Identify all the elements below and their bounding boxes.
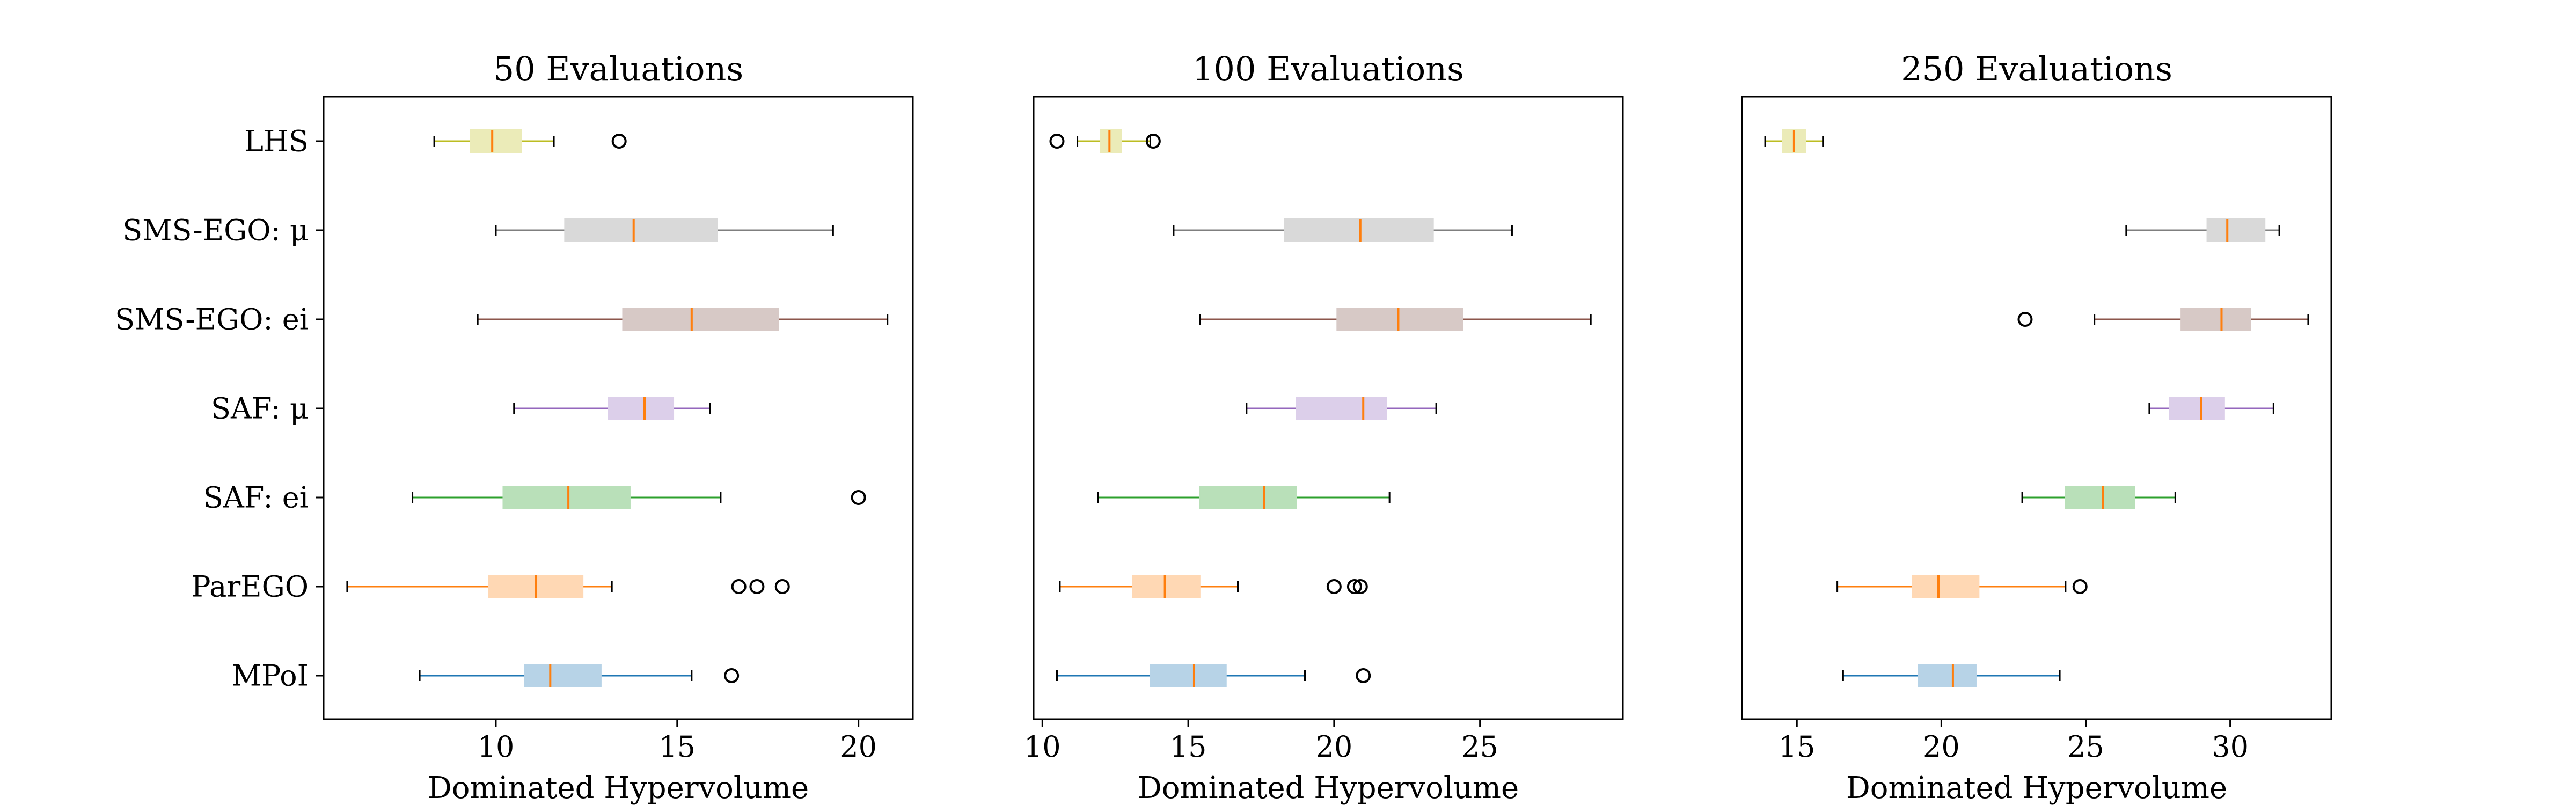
x-axis-label: Dominated Hypervolume	[1138, 771, 1519, 805]
chart-title: 50 Evaluations	[493, 49, 743, 89]
box-iqr	[1336, 308, 1463, 331]
box-0	[419, 664, 740, 687]
outlier-point	[1352, 579, 1368, 594]
box-2	[1097, 486, 1391, 509]
axes-frame	[1033, 96, 1624, 720]
outlier-point	[1049, 134, 1065, 149]
x-tick-label: 15	[658, 730, 696, 764]
box-iqr	[502, 486, 631, 509]
box-iqr	[2065, 486, 2135, 509]
box-0	[1056, 664, 1371, 687]
x-tick-label: 10	[1024, 730, 1061, 764]
box-4	[2017, 308, 2309, 331]
box-2	[412, 486, 866, 509]
x-tick-label: 15	[1779, 730, 1816, 764]
y-tick-label: SAF: μ	[211, 392, 309, 426]
outlier-point	[2072, 579, 2088, 594]
box-iqr	[1918, 664, 1977, 687]
box-iqr	[470, 129, 522, 153]
x-axis-label: Dominated Hypervolume	[428, 771, 809, 805]
box-iqr	[622, 308, 779, 331]
box-1	[346, 575, 790, 598]
x-tick-label: 20	[840, 730, 877, 764]
x-tick-label: 10	[478, 730, 515, 764]
outlier-point	[724, 668, 740, 683]
axes-frame	[1741, 96, 2332, 720]
box-iqr	[1150, 664, 1227, 687]
box-iqr	[1284, 218, 1434, 242]
outlier-point	[749, 579, 765, 594]
chart-panel: 250 Evaluations Dominated Hypervolume 15 20…	[1741, 49, 2332, 805]
box-4	[477, 308, 889, 331]
box-iqr	[564, 218, 718, 242]
y-tick-label: SAF: ei	[203, 481, 309, 515]
outlier-point	[774, 579, 790, 594]
box-iqr	[2206, 218, 2266, 242]
x-tick-label: 25	[1461, 730, 1498, 764]
box-iqr	[1199, 486, 1297, 509]
box-6	[1764, 129, 1824, 153]
chart-title: 250 Evaluations	[1901, 49, 2172, 89]
y-tick-label: SMS-EGO: ei	[115, 303, 309, 336]
box-5	[2125, 218, 2280, 242]
outlier-point	[1356, 668, 1371, 683]
outlier-point	[851, 490, 866, 505]
box-6	[433, 129, 627, 153]
x-tick-label: 30	[2212, 730, 2249, 764]
box-1	[1836, 575, 2088, 598]
box-iqr	[1912, 575, 1980, 598]
box-2	[2021, 486, 2176, 509]
box-3	[2148, 397, 2274, 420]
chart-panel: 100 Evaluations Dominated Hypervolume 10 15…	[1024, 49, 1624, 805]
x-tick-label: 15	[1170, 730, 1207, 764]
outlier-point	[1326, 579, 1342, 594]
box-iqr	[2169, 397, 2225, 420]
box-3	[513, 397, 711, 420]
box-5	[495, 218, 834, 242]
y-tick-label: SMS-EGO: μ	[122, 214, 309, 247]
box-iqr	[524, 664, 602, 687]
box-4	[1199, 308, 1592, 331]
x-tick-label: 25	[2067, 730, 2104, 764]
box-5	[1173, 218, 1513, 242]
chart-panel: 50 Evaluations Dominated Hypervolume 10 15 2…	[115, 49, 914, 805]
outlier-point	[1145, 134, 1161, 149]
outlier-point	[731, 579, 747, 594]
x-tick-label: 20	[1316, 730, 1353, 764]
box-0	[1842, 664, 2061, 687]
box-iqr	[608, 397, 675, 420]
y-tick-label: ParEGO	[191, 570, 309, 604]
outlier-point	[1346, 579, 1362, 594]
box-iqr	[1296, 397, 1387, 420]
box-iqr	[2180, 308, 2251, 331]
box-iqr	[1100, 129, 1122, 153]
x-axis-label: Dominated Hypervolume	[1846, 771, 2227, 805]
outlier-point	[611, 134, 627, 149]
y-tick-label: LHS	[244, 125, 309, 158]
x-tick-label: 20	[1923, 730, 1960, 764]
box-1	[1059, 575, 1368, 598]
y-tick-label: MPoI	[232, 659, 309, 693]
box-iqr	[1132, 575, 1201, 598]
box-6	[1049, 129, 1161, 153]
box-3	[1246, 397, 1437, 420]
outlier-point	[2017, 312, 2033, 327]
chart-title: 100 Evaluations	[1192, 49, 1464, 89]
